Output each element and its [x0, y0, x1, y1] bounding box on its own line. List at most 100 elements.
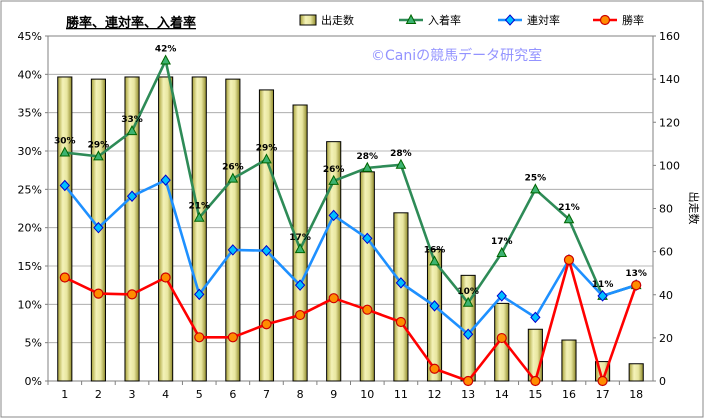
- left-tick-label: 0%: [25, 375, 42, 388]
- data-label: 25%: [525, 173, 547, 183]
- data-point: [193, 211, 205, 222]
- bar: [158, 76, 174, 382]
- series-line: [63, 178, 637, 336]
- data-point: [429, 363, 440, 374]
- data-label: 17%: [491, 237, 513, 247]
- data-label: 26%: [323, 165, 345, 175]
- data-point: [126, 289, 138, 300]
- right-tick-label: 40: [659, 289, 673, 302]
- x-tick-label: 17: [596, 388, 610, 401]
- x-tick-label: 8: [297, 388, 304, 401]
- data-point: [261, 153, 272, 164]
- data-point: [496, 246, 508, 257]
- series-line: [64, 258, 638, 383]
- left-tick-label: 35%: [18, 107, 42, 120]
- data-point: [194, 288, 205, 301]
- data-point: [261, 319, 272, 330]
- data-point: [59, 146, 71, 157]
- data-point: [59, 179, 70, 192]
- data-point: [530, 375, 541, 387]
- data-point: [328, 293, 339, 304]
- data-point: [227, 244, 239, 256]
- data-point: [160, 272, 171, 283]
- data-point: [362, 304, 373, 315]
- data-point: [429, 255, 440, 266]
- bar: [258, 89, 275, 382]
- data-point: [597, 375, 608, 387]
- bar: [191, 76, 207, 382]
- x-tick-label: 7: [263, 388, 270, 401]
- data-point: [294, 243, 306, 254]
- x-tick-label: 9: [330, 388, 337, 401]
- series-line: [64, 59, 637, 305]
- data-label: 21%: [558, 203, 580, 213]
- data-point: [563, 213, 575, 224]
- chart-title: 勝率、連対率、入着率: [66, 15, 196, 31]
- x-tick-label: 4: [162, 388, 169, 401]
- left-tick-label: 10%: [18, 298, 42, 311]
- legend-label: 出走数: [321, 13, 354, 27]
- x-tick-label: 14: [495, 388, 509, 401]
- data-label: 26%: [222, 163, 244, 173]
- data-label: 10%: [457, 287, 479, 297]
- data-point: [294, 279, 306, 291]
- data-label: 16%: [424, 245, 446, 255]
- legend-marker: [504, 14, 516, 26]
- right-tick-label: 100: [659, 159, 680, 172]
- data-point: [328, 209, 339, 222]
- x-tick-label: 16: [562, 388, 576, 401]
- data-point: [530, 311, 541, 324]
- x-tick-label: 10: [360, 388, 374, 401]
- data-point: [126, 124, 138, 136]
- x-tick-label: 11: [394, 388, 408, 401]
- data-point: [93, 221, 104, 234]
- line-series-layer: [63, 59, 638, 383]
- data-point: [328, 174, 340, 185]
- right-tick-label: 80: [659, 203, 673, 216]
- data-label: 28%: [390, 149, 412, 159]
- data-point: [597, 290, 608, 302]
- data-point: [429, 300, 440, 312]
- bar: [359, 171, 375, 382]
- x-tick-label: 13: [461, 388, 475, 401]
- left-tick-label: 20%: [18, 222, 42, 235]
- right-tick-label: 160: [659, 30, 680, 43]
- data-point: [563, 254, 575, 265]
- data-point: [227, 332, 238, 343]
- data-point: [361, 161, 373, 172]
- left-tick-label: 5%: [25, 337, 42, 350]
- bar: [561, 339, 577, 382]
- legend-label: 連対率: [527, 13, 560, 27]
- right-tick-label: 20: [659, 332, 673, 345]
- left-tick-label: 25%: [18, 183, 42, 196]
- x-tick-label: 18: [629, 388, 643, 401]
- data-label: 13%: [625, 269, 647, 279]
- right-tick-label: 120: [659, 116, 680, 129]
- legend: 出走数 入着率 連対率 勝率: [299, 13, 644, 27]
- data-point: [496, 332, 507, 344]
- x-tick-label: 2: [95, 388, 102, 401]
- data-point: [261, 244, 272, 257]
- data-label: 21%: [188, 202, 210, 212]
- legend-swatch-bar: [299, 14, 317, 26]
- bar: [628, 363, 644, 382]
- bar: [326, 141, 342, 382]
- data-label: 30%: [54, 137, 76, 147]
- data-point: [362, 232, 373, 245]
- data-label: 42%: [155, 45, 177, 55]
- data-point: [395, 277, 407, 289]
- data-point: [530, 183, 541, 194]
- right-tick-label: 60: [659, 246, 673, 259]
- bar: [426, 248, 443, 382]
- data-label-layer: 30% 29% 33% 42% 21% 26% 29% 17% 26% 28% 28% 16% 10% 1…: [54, 45, 647, 297]
- x-tick-label: 5: [196, 388, 203, 401]
- data-label: 17%: [289, 233, 311, 243]
- data-point: [496, 290, 507, 302]
- left-tick-label: 40%: [18, 68, 42, 81]
- data-point: [59, 272, 70, 283]
- right-tick-label: 140: [659, 73, 680, 86]
- bar: [393, 212, 409, 382]
- axes: 0% 5% 10% 15% 20% 25% 30% 35% 40% 45% 0 20 40 60 80 100…: [18, 30, 680, 401]
- data-label: 29%: [256, 143, 278, 153]
